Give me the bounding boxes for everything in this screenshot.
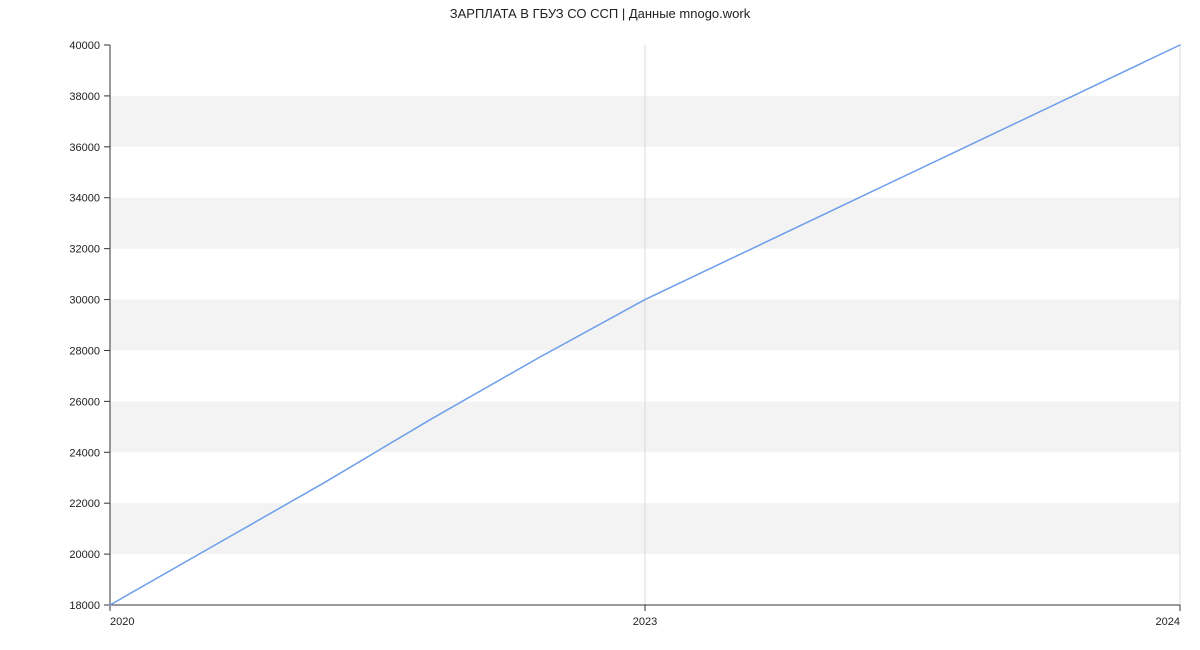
svg-text:2023: 2023 [633, 616, 657, 628]
svg-text:40000: 40000 [69, 40, 100, 52]
svg-text:38000: 38000 [69, 91, 100, 103]
svg-text:32000: 32000 [69, 244, 100, 256]
svg-text:28000: 28000 [69, 345, 100, 357]
svg-text:22000: 22000 [69, 498, 100, 510]
svg-text:2024: 2024 [1156, 616, 1180, 628]
salary-line-chart: ЗАРПЛАТА В ГБУЗ СО ССП | Данные mnogo.wo… [0, 0, 1200, 650]
svg-text:30000: 30000 [69, 295, 100, 307]
svg-text:18000: 18000 [69, 600, 100, 612]
svg-text:26000: 26000 [69, 396, 100, 408]
svg-text:34000: 34000 [69, 193, 100, 205]
svg-text:20000: 20000 [69, 549, 100, 561]
svg-text:36000: 36000 [69, 142, 100, 154]
chart-svg: 18000 20000 22000 24000 26000 28000 30000 32000… [0, 0, 1200, 650]
svg-text:2020: 2020 [110, 616, 134, 628]
svg-text:24000: 24000 [69, 447, 100, 459]
